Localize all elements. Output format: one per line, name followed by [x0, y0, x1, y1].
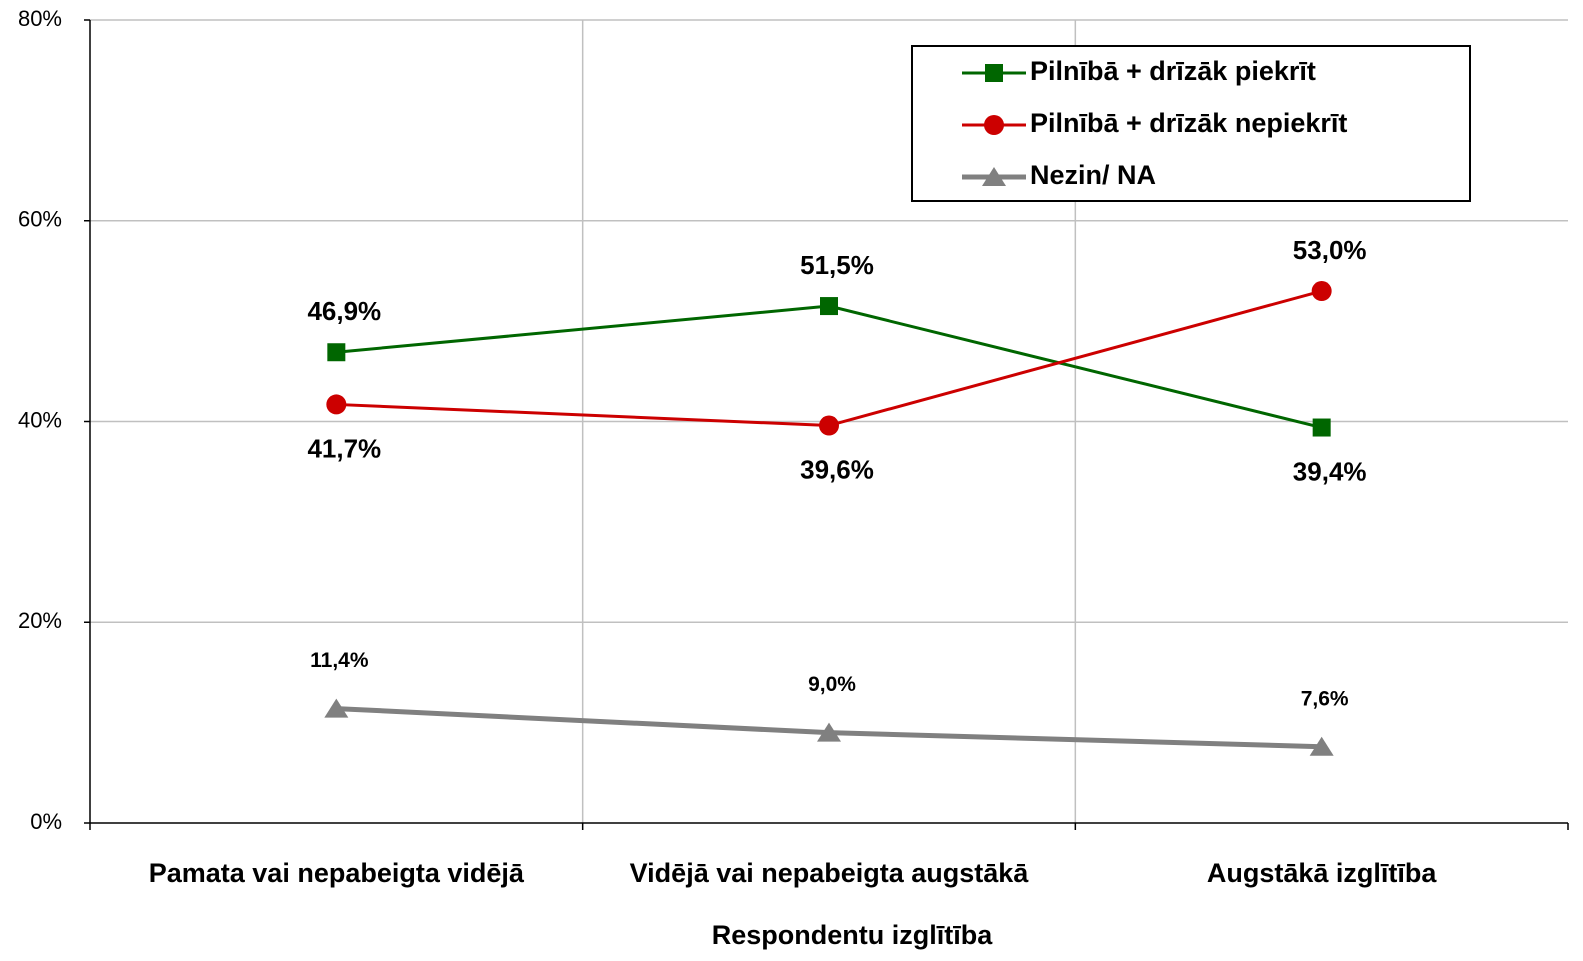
data-point	[326, 394, 347, 415]
data-label: 7,6%	[1301, 687, 1349, 710]
data-label: 53,0%	[1293, 235, 1367, 265]
y-tick-label: 0%	[30, 809, 62, 834]
legend-marker	[982, 167, 1006, 186]
data-label: 9,0%	[808, 673, 856, 696]
x-tick-label: Pamata vai nepabeigta vidējā	[149, 858, 525, 888]
data-label: 11,4%	[310, 649, 369, 672]
data-point	[817, 722, 841, 742]
x-axis-title: Respondentu izglītība	[712, 920, 993, 950]
data-label: 41,7%	[307, 433, 381, 463]
legend-label: Pilnībā + drīzāk piekrīt	[1030, 56, 1316, 86]
data-point	[1309, 736, 1334, 756]
y-tick-label: 40%	[18, 407, 62, 432]
legend-marker	[984, 115, 1004, 135]
data-point	[327, 343, 346, 362]
data-label: 46,9%	[307, 296, 381, 326]
x-tick-label: Augstākā izglītība	[1207, 858, 1438, 888]
y-tick-label: 80%	[18, 6, 62, 31]
data-point	[819, 415, 839, 436]
legend: Pilnībā + drīzāk piekrīt Pilnībā + drīzāk…	[911, 45, 1471, 202]
data-point	[1311, 281, 1332, 302]
data-label: 51,5%	[800, 250, 874, 280]
legend-label: Pilnībā + drīzāk nepiekrīt	[1030, 108, 1347, 138]
legend-label: Nezin/ NA	[1030, 160, 1156, 190]
data-point	[324, 698, 349, 718]
data-point	[1312, 418, 1331, 437]
legend-marker	[985, 64, 1003, 82]
data-label: 39,6%	[800, 454, 874, 484]
x-tick-label: Vidējā vai nepabeigta augstākā	[630, 858, 1030, 888]
data-label: 39,4%	[1293, 456, 1367, 486]
y-tick-label: 60%	[18, 207, 62, 232]
data-point	[820, 297, 838, 316]
y-tick-label: 20%	[18, 608, 62, 633]
